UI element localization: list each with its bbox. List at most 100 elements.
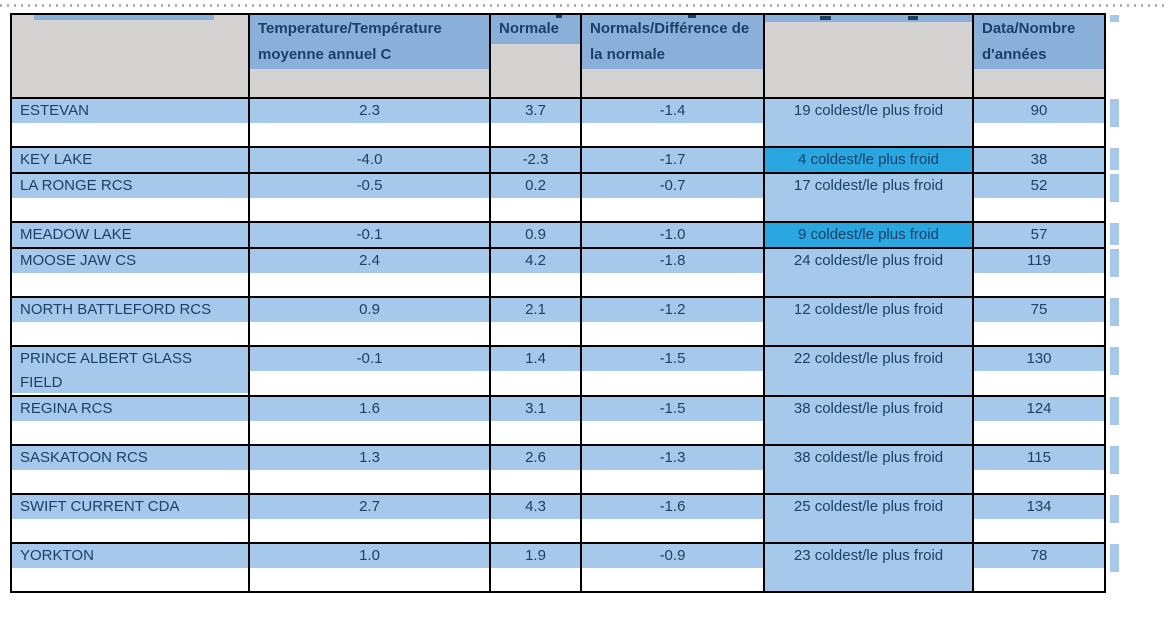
temperature-cell[interactable]: 1.0 — [248, 542, 491, 593]
station-cell[interactable]: REGINA RCS — [10, 395, 250, 446]
station-cell[interactable]: ESTEVAN — [10, 97, 250, 148]
difference-cell[interactable]: -1.0 — [580, 221, 765, 249]
temperature-cell[interactable]: -0.5 — [248, 172, 491, 223]
normale-cell-text: 3.1 — [525, 400, 546, 417]
rank-cell[interactable]: 24 coldest/le plus froid — [763, 247, 974, 298]
rank-cell[interactable]: 17 coldest/le plus froid — [763, 172, 974, 223]
normale-cell-text: -2.3 — [522, 151, 549, 168]
difference-cell[interactable]: -1.2 — [580, 296, 765, 347]
normale-cell[interactable]: 1.4 — [489, 345, 582, 397]
station-cell-text: PRINCE ALBERT GLASS FIELD — [20, 350, 193, 391]
temperature-cell[interactable]: 2.7 — [248, 493, 491, 544]
normale-cell[interactable]: 3.7 — [489, 97, 582, 148]
normale-cell[interactable]: -2.3 — [489, 146, 582, 174]
years-cell[interactable]: 130 — [972, 345, 1106, 397]
normale-cell[interactable]: 2.1 — [489, 296, 582, 347]
difference-cell[interactable]: -0.9 — [580, 542, 765, 593]
normale-cell[interactable]: 3.1 — [489, 395, 582, 446]
rank-cell[interactable]: 12 coldest/le plus froid — [763, 296, 974, 347]
table-row: NORTH BATTLEFORD RCS 0.9 2.1 -1.2 12 coldest… — [10, 296, 1106, 347]
years-cell[interactable]: 115 — [972, 444, 1106, 495]
rank-cell[interactable]: 25 coldest/le plus froid — [763, 493, 974, 544]
temperature-cell[interactable]: 2.3 — [248, 97, 491, 148]
station-cell[interactable]: LA RONGE RCS — [10, 172, 250, 223]
table-head: Temperature/Température moyenne annuel C… — [10, 13, 1106, 99]
normale-cell[interactable]: 2.6 — [489, 444, 582, 495]
years-cell[interactable]: 38 — [972, 146, 1106, 174]
temperature-cell[interactable]: 1.6 — [248, 395, 491, 446]
rank-cell[interactable]: 23 coldest/le plus froid — [763, 542, 974, 593]
temperature-cell-text: -0.1 — [356, 350, 383, 367]
normale-cell[interactable]: 4.3 — [489, 493, 582, 544]
rank-cell-text: 17 coldest/le plus froid — [793, 177, 944, 194]
years-cell[interactable]: 134 — [972, 493, 1106, 544]
header-cell-rank[interactable] — [763, 13, 974, 99]
cutoff-glyph — [688, 16, 696, 18]
header-cell-temperature[interactable]: Temperature/Température moyenne annuel C — [248, 13, 491, 99]
cutoff-column-sliver — [1110, 99, 1119, 127]
station-cell[interactable]: MOOSE JAW CS — [10, 247, 250, 298]
difference-cell[interactable]: -1.4 — [580, 97, 765, 148]
cutoff-column-sliver — [1110, 495, 1119, 523]
temperature-cell[interactable]: 1.3 — [248, 444, 491, 495]
years-cell[interactable]: 119 — [972, 247, 1106, 298]
rank-cell-text: 22 coldest/le plus froid — [793, 350, 944, 367]
rank-cell[interactable]: 22 coldest/le plus froid — [763, 345, 974, 397]
difference-cell[interactable]: -1.8 — [580, 247, 765, 298]
normale-cell-text: 0.2 — [525, 177, 546, 194]
cutoff-text-stub — [34, 16, 214, 20]
station-cell[interactable]: SWIFT CURRENT CDA — [10, 493, 250, 544]
difference-cell[interactable]: -1.5 — [580, 395, 765, 446]
temperature-cell[interactable]: -4.0 — [248, 146, 491, 174]
normale-cell[interactable]: 0.9 — [489, 221, 582, 249]
temperature-cell[interactable]: -0.1 — [248, 345, 491, 397]
station-cell[interactable]: YORKTON — [10, 542, 250, 593]
temperature-cell-text: -0.5 — [356, 177, 383, 194]
normale-cell-text: 2.1 — [525, 301, 546, 318]
rank-cell-highlighted[interactable]: 4 coldest/le plus froid — [763, 146, 974, 174]
normale-cell-text: 4.2 — [525, 252, 546, 269]
difference-cell-text: -1.0 — [659, 226, 686, 243]
rank-cell-highlighted[interactable]: 9 coldest/le plus froid — [763, 221, 974, 249]
station-cell[interactable]: SASKATOON RCS — [10, 444, 250, 495]
difference-cell[interactable]: -1.3 — [580, 444, 765, 495]
station-cell[interactable]: KEY LAKE — [10, 146, 250, 174]
years-cell[interactable]: 75 — [972, 296, 1106, 347]
header-cell-station[interactable] — [10, 13, 250, 99]
rank-cell[interactable]: 38 coldest/le plus froid — [763, 395, 974, 446]
years-cell[interactable]: 78 — [972, 542, 1106, 593]
temperature-cell[interactable]: -0.1 — [248, 221, 491, 249]
station-cell[interactable]: PRINCE ALBERT GLASS FIELD — [10, 345, 250, 397]
header-label: Data/Nombre d'années — [982, 20, 1076, 63]
station-cell[interactable]: MEADOW LAKE — [10, 221, 250, 249]
years-cell[interactable]: 57 — [972, 221, 1106, 249]
cutoff-column-sliver — [1110, 223, 1119, 245]
normale-cell[interactable]: 4.2 — [489, 247, 582, 298]
header-cell-normale[interactable]: Normale — [489, 13, 582, 99]
difference-cell[interactable]: -0.7 — [580, 172, 765, 223]
difference-cell-text: -0.7 — [659, 177, 686, 194]
temperature-cell[interactable]: 2.4 — [248, 247, 491, 298]
normale-cell[interactable]: 0.2 — [489, 172, 582, 223]
rank-cell[interactable]: 19 coldest/le plus froid — [763, 97, 974, 148]
header-cell-difference[interactable]: Normals/Différence de la normale — [580, 13, 765, 99]
difference-cell-text: -1.8 — [659, 252, 686, 269]
rank-cell-highlighted-text: 9 coldest/le plus froid — [798, 226, 939, 243]
temperature-cell[interactable]: 0.9 — [248, 296, 491, 347]
difference-cell[interactable]: -1.7 — [580, 146, 765, 174]
temperature-cell-text: -4.0 — [356, 151, 383, 168]
years-cell[interactable]: 124 — [972, 395, 1106, 446]
years-cell-text: 90 — [1030, 102, 1048, 119]
years-cell[interactable]: 90 — [972, 97, 1106, 148]
rank-cell[interactable]: 38 coldest/le plus froid — [763, 444, 974, 495]
header-label: Normale — [499, 20, 560, 37]
rank-cell-highlighted-text: 4 coldest/le plus froid — [798, 151, 939, 168]
normale-cell[interactable]: 1.9 — [489, 542, 582, 593]
years-cell[interactable]: 52 — [972, 172, 1106, 223]
cutoff-column-sliver — [1110, 15, 1119, 22]
station-cell[interactable]: NORTH BATTLEFORD RCS — [10, 296, 250, 347]
years-cell-text: 52 — [1030, 177, 1048, 194]
difference-cell[interactable]: -1.6 — [580, 493, 765, 544]
difference-cell[interactable]: -1.5 — [580, 345, 765, 397]
header-cell-years[interactable]: Data/Nombre d'années — [972, 13, 1106, 99]
